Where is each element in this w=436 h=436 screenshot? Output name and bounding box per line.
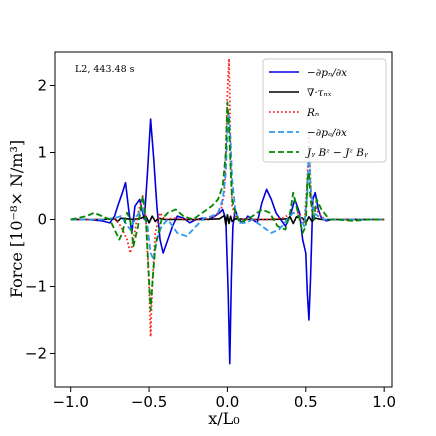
series-line-1 bbox=[70, 118, 385, 365]
legend: −∂pₙ/∂x ∇·τₙₓ Rₙ −∂pₑ/∂x Jᵧ Bᶻ − Jᶻ Bᵧ bbox=[262, 58, 387, 163]
x-tick-label-1: −0.5 bbox=[131, 393, 167, 411]
x-ticks: −1.0 −0.5 0.0 0.5 1.0 bbox=[52, 387, 396, 411]
x-tick-label-4: 1.0 bbox=[372, 393, 396, 411]
y-tick-label-3: 1 bbox=[37, 144, 47, 162]
y-axis-title: Force [10⁻⁸× N/m³] bbox=[7, 140, 26, 298]
y-tick-label-4: 2 bbox=[37, 77, 47, 95]
y-tick-label-0: −2 bbox=[25, 345, 47, 363]
legend-label-3: Rₙ bbox=[306, 107, 319, 119]
legend-box bbox=[262, 58, 387, 163]
annotation-label: L2, 443.48 s bbox=[75, 64, 135, 75]
y-tick-label-2: 0 bbox=[37, 211, 47, 229]
series-line-3 bbox=[70, 57, 385, 338]
legend-label-4: −∂pₑ/∂x bbox=[307, 127, 347, 139]
series-layer bbox=[70, 57, 385, 365]
x-tick-label-0: −1.0 bbox=[52, 393, 88, 411]
series-line-5 bbox=[70, 101, 385, 311]
x-axis-title: x/L₀ bbox=[208, 409, 239, 428]
legend-label-5: Jᵧ Bᶻ − Jᶻ Bᵧ bbox=[305, 147, 368, 159]
y-ticks: −2 −1 0 1 2 bbox=[25, 77, 55, 363]
y-tick-label-1: −1 bbox=[25, 278, 47, 296]
legend-label-1: −∂pₙ/∂x bbox=[307, 67, 347, 79]
x-tick-label-3: 0.5 bbox=[294, 393, 318, 411]
legend-label-2: ∇·τₙₓ bbox=[307, 87, 332, 99]
x-tick-label-2: 0.0 bbox=[215, 393, 239, 411]
